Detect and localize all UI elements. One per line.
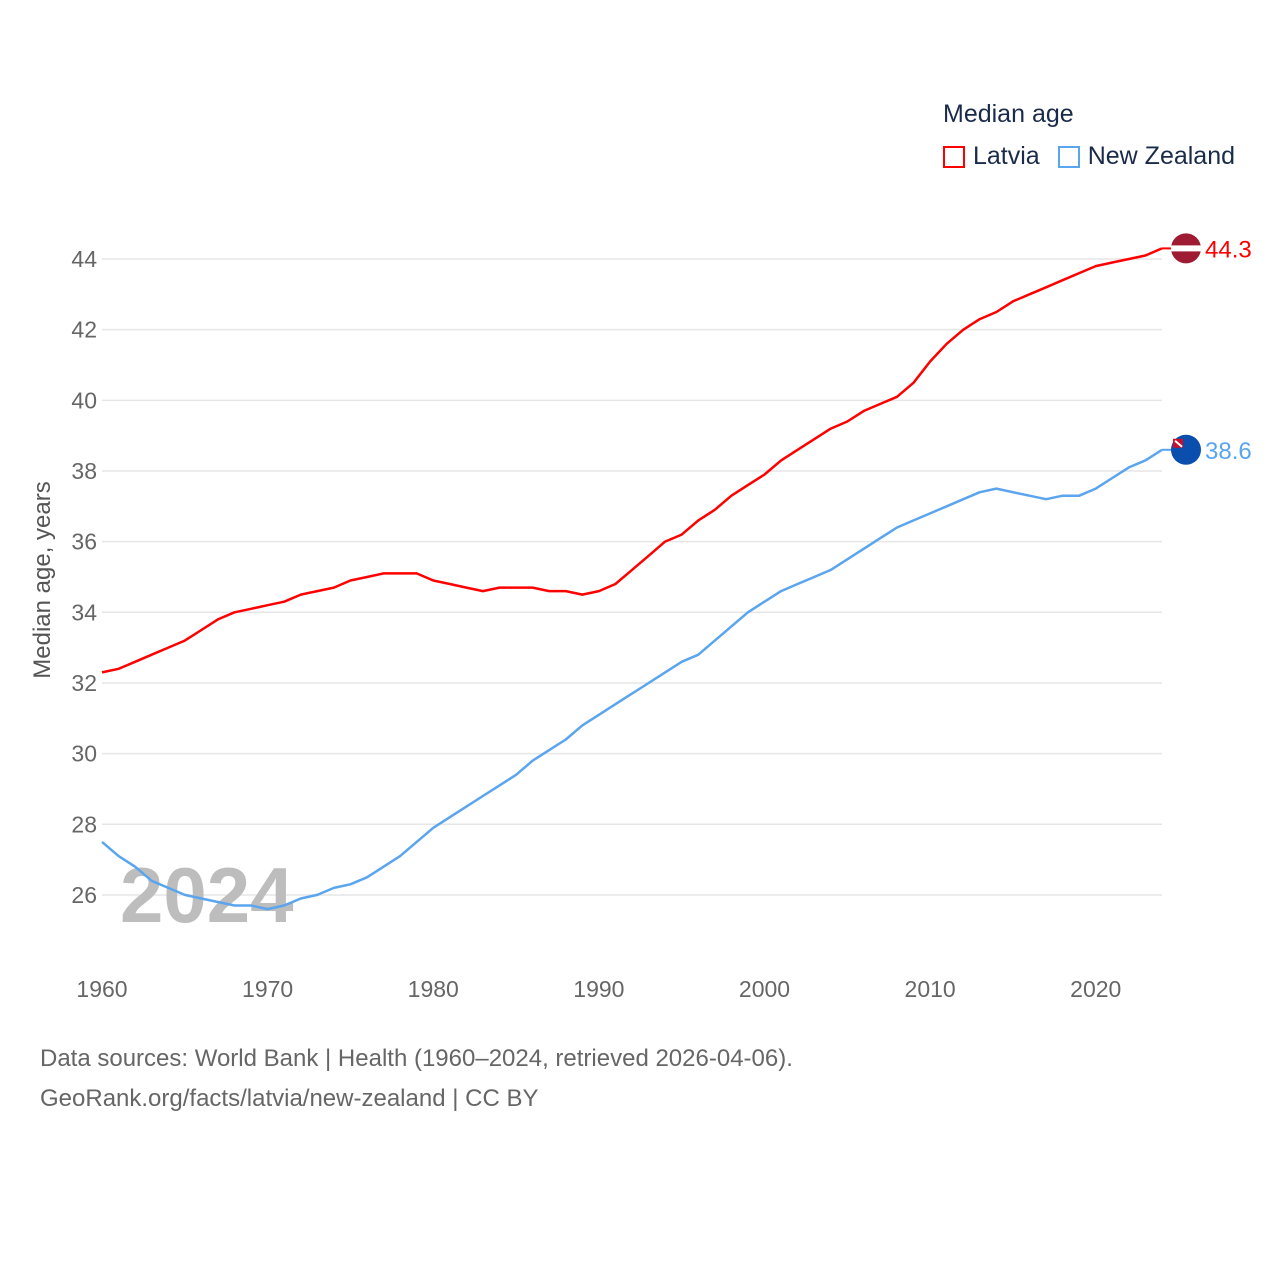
x-tick-label: 2020 (1070, 976, 1121, 1002)
x-tick-label: 1980 (408, 976, 459, 1002)
y-tick-label: 28 (71, 811, 97, 837)
y-tick-label: 34 (71, 599, 97, 625)
x-tick-label: 1970 (242, 976, 293, 1002)
source-line: Data sources: World Bank | Health (1960–… (40, 1045, 793, 1072)
year-watermark: 2024 (120, 851, 294, 939)
legend: Latvia New Zealand (943, 142, 1253, 171)
y-tick-label: 30 (71, 741, 97, 767)
y-tick-label: 26 (71, 882, 97, 908)
series-line-latvia[interactable] (101, 247, 1163, 674)
y-axis-label: Median age, years (29, 481, 56, 678)
end-value-label: 38.6 (1205, 438, 1252, 465)
y-tick-label: 36 (71, 529, 97, 555)
latvia-swatch (943, 145, 965, 168)
flag-stripe (1171, 245, 1201, 252)
legend-label: New Zealand (1087, 142, 1236, 170)
flag-cross (1174, 440, 1183, 448)
x-tick-label: 2000 (739, 976, 790, 1002)
y-tick-label: 42 (71, 317, 97, 343)
y-tick-label: 32 (71, 670, 97, 696)
legend-item-latvia[interactable]: Latvia (943, 142, 1040, 171)
y-tick-label: 38 (71, 458, 97, 484)
latvia-flag-icon (1171, 233, 1201, 264)
y-tick-label: 44 (71, 246, 97, 272)
end-value-label: 44.3 (1205, 236, 1252, 263)
x-tick-label: 1960 (76, 976, 127, 1002)
legend-title: Median age (943, 100, 1074, 128)
x-tick-label: 1990 (573, 976, 624, 1002)
x-tick-label: 2010 (905, 976, 956, 1002)
attribution-line[interactable]: GeoRank.org/facts/latvia/new-zealand | C… (40, 1085, 539, 1112)
y-tick-label: 40 (71, 387, 97, 413)
legend-label: Latvia (973, 142, 1040, 170)
new-zealand-swatch (1057, 145, 1080, 168)
new-zealand-flag-icon (1171, 434, 1201, 465)
legend-item-new-zealand[interactable]: New Zealand (1057, 142, 1236, 171)
series-line-new-zealand[interactable] (101, 448, 1163, 911)
